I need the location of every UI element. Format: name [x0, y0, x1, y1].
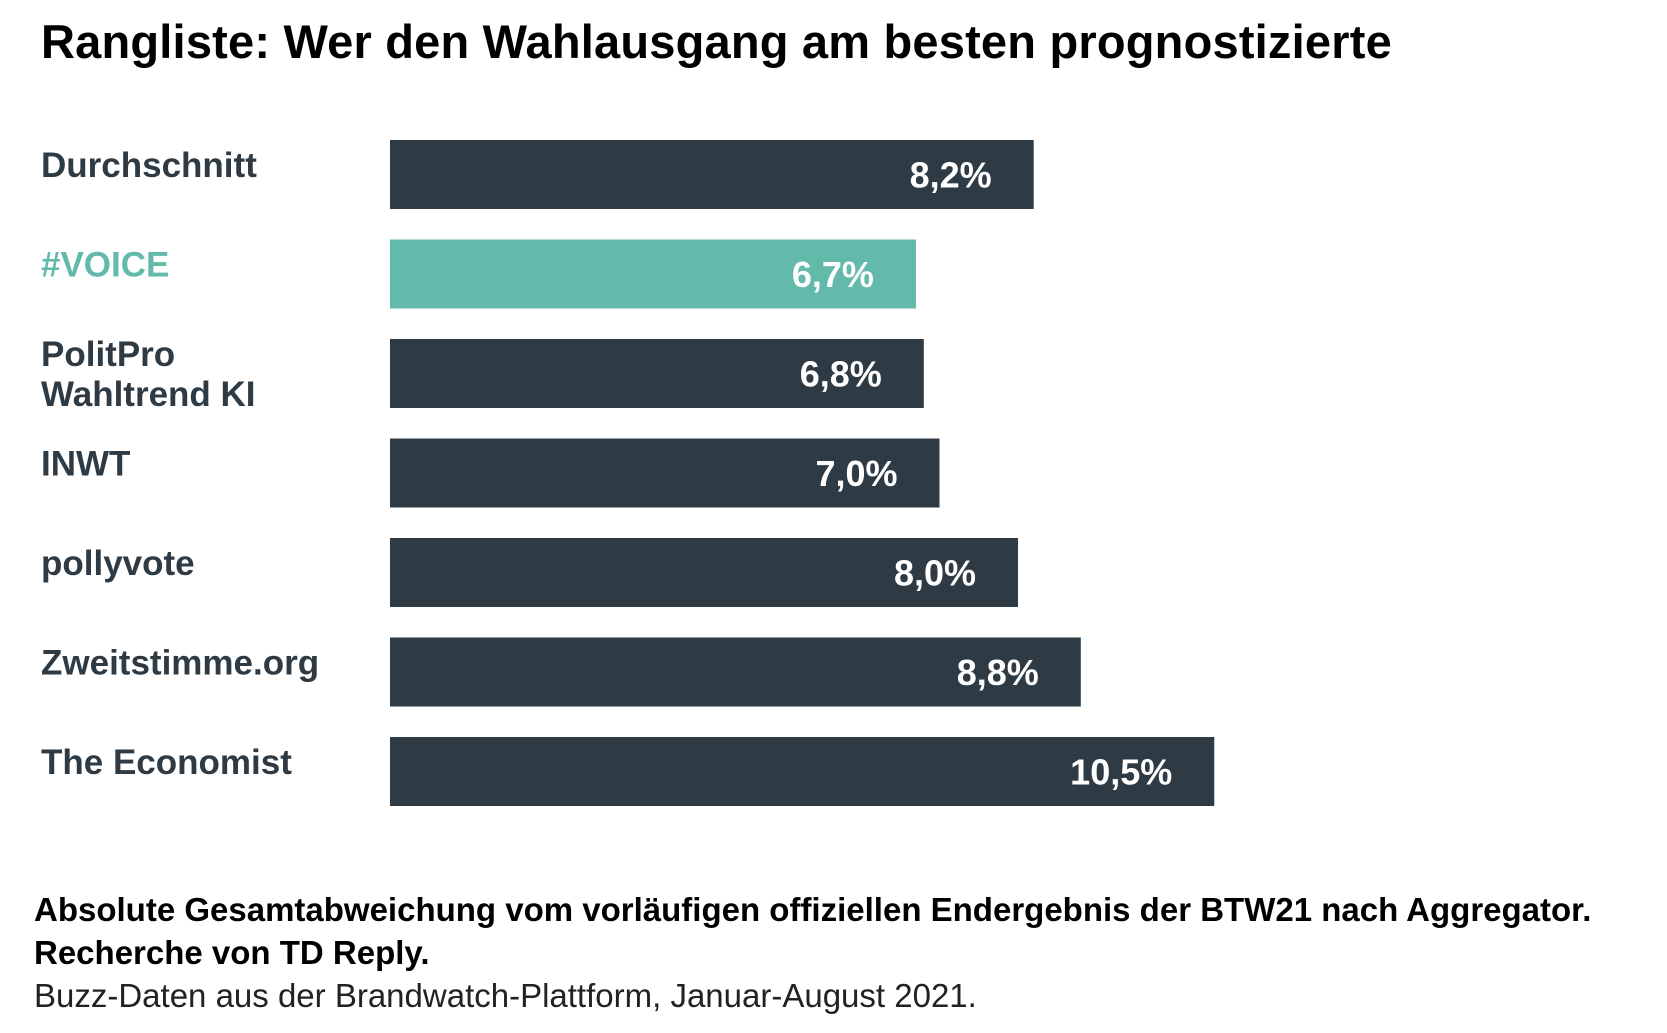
category-label-5: Zweitstimme.org	[41, 644, 319, 683]
category-label-3: INWT	[41, 445, 130, 484]
category-label-1: #VOICE	[41, 246, 169, 285]
bar-2	[390, 339, 924, 408]
value-label-1: 6,7%	[792, 254, 874, 295]
bar-1	[390, 239, 916, 309]
value-label-3: 7,0%	[815, 453, 897, 494]
category-label-line: pollyvote	[41, 544, 195, 583]
footnote-line-1: Absolute Gesamtabweichung vom vorläufige…	[34, 891, 1592, 928]
bar-4	[390, 538, 1018, 607]
category-label-0: Durchschnitt	[41, 146, 257, 185]
bar-0	[390, 140, 1034, 209]
footnote-line-3: Buzz-Daten aus der Brandwatch-Plattform,…	[34, 977, 977, 1014]
category-label-line: Zweitstimme.org	[41, 644, 319, 683]
category-label-line: #VOICE	[41, 246, 169, 285]
category-label-line: Durchschnitt	[41, 146, 257, 185]
value-label-5: 8,8%	[957, 652, 1039, 693]
chart-footnote: Absolute Gesamtabweichung vom vorläufige…	[34, 888, 1591, 1017]
category-label-line: INWT	[41, 445, 130, 484]
category-label-4: pollyvote	[41, 544, 195, 583]
category-label-line: Wahltrend KI	[41, 375, 256, 414]
bar-5	[390, 637, 1081, 707]
category-label-line: The Economist	[41, 743, 292, 782]
bar-chart: 8,2% Durchschnitt 6,7% #VOICE 6,8% PolitPro Wa…	[41, 140, 1215, 806]
category-label-line: PolitPro	[41, 335, 175, 374]
value-label-4: 8,0%	[894, 553, 976, 594]
footnote-line-2: Recherche von TD Reply.	[34, 934, 430, 971]
chart-title: Rangliste: Wer den Wahlausgang am besten…	[41, 15, 1392, 68]
category-label-6: The Economist	[41, 743, 292, 782]
value-label-2: 6,8%	[800, 354, 882, 395]
bar-3	[390, 438, 940, 508]
value-label-0: 8,2%	[910, 155, 992, 196]
bar-6	[390, 737, 1215, 806]
category-label-2: PolitPro Wahltrend KI	[41, 335, 256, 414]
value-label-6: 10,5%	[1070, 752, 1172, 793]
